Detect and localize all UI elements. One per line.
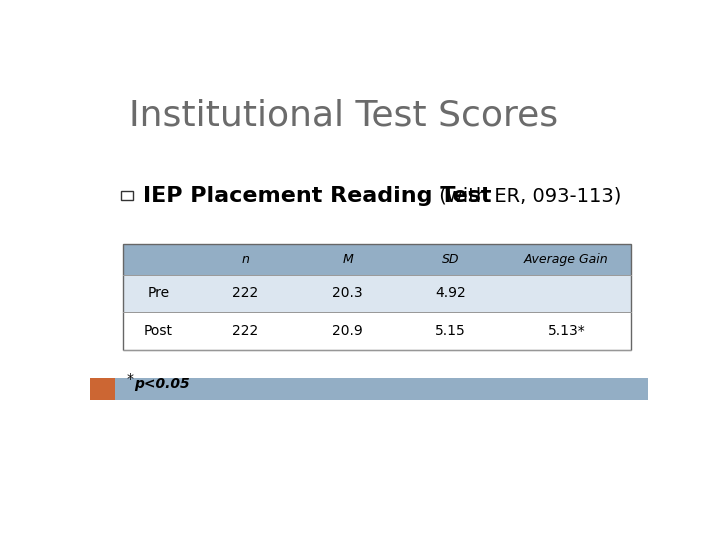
Text: M: M <box>342 253 353 266</box>
Text: 20.3: 20.3 <box>333 287 363 300</box>
Text: (with ER, 093-113): (with ER, 093-113) <box>433 186 621 205</box>
Bar <box>121 191 133 200</box>
Text: p<0.05: p<0.05 <box>135 377 190 390</box>
Text: Post: Post <box>144 324 173 338</box>
Bar <box>124 244 631 349</box>
Bar <box>90 378 115 400</box>
Text: 5.15: 5.15 <box>435 324 466 338</box>
Bar <box>90 378 648 400</box>
Text: 222: 222 <box>232 287 258 300</box>
Text: 4.92: 4.92 <box>435 287 466 300</box>
Text: 5.13*: 5.13* <box>548 324 585 338</box>
Text: Institutional Test Scores: Institutional Test Scores <box>129 98 558 132</box>
Bar <box>124 244 631 275</box>
Text: Average Gain: Average Gain <box>524 253 608 266</box>
Text: SD: SD <box>441 253 459 266</box>
Text: n: n <box>241 253 249 266</box>
Text: 222: 222 <box>232 324 258 338</box>
Text: *: * <box>126 372 133 386</box>
Bar <box>124 275 631 312</box>
Text: IEP Placement Reading Test: IEP Placement Reading Test <box>143 186 492 206</box>
Text: Pre: Pre <box>148 287 170 300</box>
Text: 20.9: 20.9 <box>333 324 363 338</box>
Bar <box>124 312 631 349</box>
